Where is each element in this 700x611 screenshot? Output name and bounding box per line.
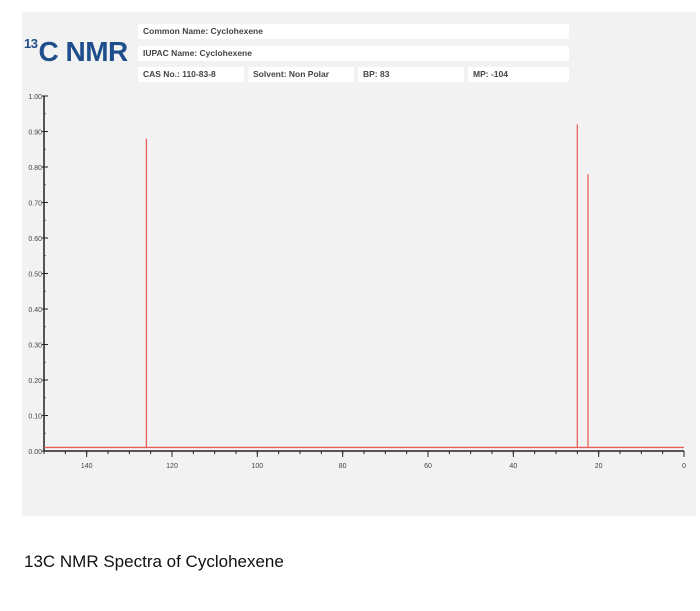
y-tick-label: 0.10 — [28, 414, 42, 421]
cas-number-field: CAS No.: 110-83-8 — [138, 67, 244, 82]
y-tick-label: 0.50 — [28, 272, 42, 279]
iupac-name-field: IUPAC Name: Cyclohexene — [138, 46, 569, 61]
y-tick-label: 0.90 — [28, 130, 42, 137]
y-tick-label: 1.00 — [28, 94, 42, 101]
logo-superscript: 13 — [24, 36, 38, 51]
y-tick-label: 0.40 — [28, 307, 42, 314]
x-tick-label: 100 — [251, 463, 263, 470]
nmr-logo: 13C NMR — [24, 36, 128, 67]
x-tick-label: 80 — [339, 463, 347, 470]
x-tick-label: 120 — [166, 463, 178, 470]
y-tick-label: 0.00 — [28, 449, 42, 456]
boiling-point-field: BP: 83 — [358, 67, 464, 82]
solvent-field: Solvent: Non Polar — [248, 67, 354, 82]
logo-text: C NMR — [38, 36, 128, 67]
y-tick-label: 0.80 — [28, 165, 42, 172]
x-tick-label: 0 — [682, 463, 686, 470]
x-tick-label: 40 — [509, 463, 517, 470]
figure-caption: 13C NMR Spectra of Cyclohexene — [24, 552, 284, 571]
x-tick-label: 140 — [81, 463, 93, 470]
x-tick-label: 20 — [595, 463, 603, 470]
melting-point-field: MP: -104 — [468, 67, 569, 82]
y-tick-label: 0.70 — [28, 201, 42, 208]
y-tick-label: 0.30 — [28, 343, 42, 350]
y-tick-label: 0.60 — [28, 236, 42, 243]
y-tick-label: 0.20 — [28, 378, 42, 385]
x-tick-label: 60 — [424, 463, 432, 470]
common-name-field: Common Name: Cyclohexene — [138, 24, 569, 39]
